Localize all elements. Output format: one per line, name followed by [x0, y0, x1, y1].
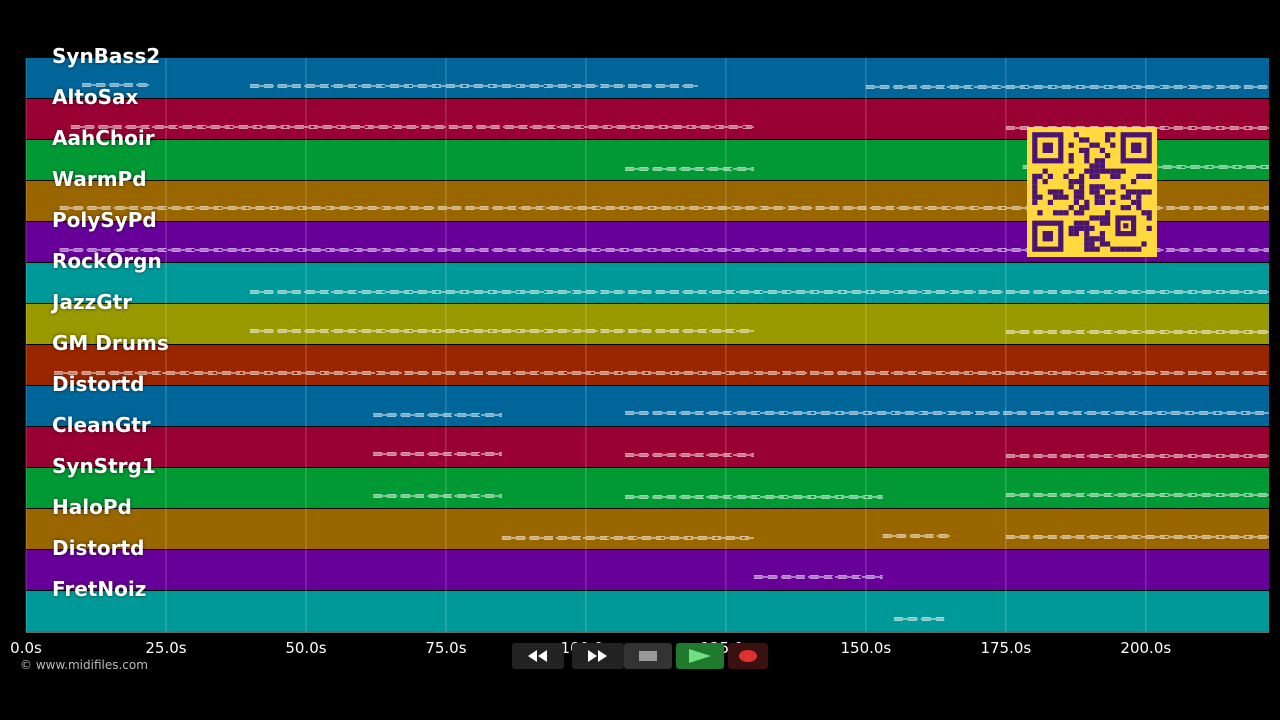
track-label: CleanGtr	[52, 413, 151, 437]
track-label: AahChoir	[52, 126, 155, 150]
track-lane	[26, 427, 1269, 467]
track-label: Distortd	[52, 372, 145, 396]
track-label: GM Drums	[52, 331, 169, 355]
track-label: HaloPd	[52, 495, 132, 519]
fast-forward-button[interactable]	[572, 643, 624, 669]
record-button[interactable]	[728, 643, 768, 669]
track-label: PolySyPd	[52, 208, 157, 232]
play-icon	[689, 649, 711, 663]
track-label: Distortd	[52, 536, 145, 560]
track-lane	[26, 550, 1269, 590]
track-lane	[26, 263, 1269, 303]
record-icon	[739, 650, 757, 662]
time-tick-label: 75.0s	[425, 639, 467, 657]
track-lane	[26, 345, 1269, 385]
time-tick-label: 0.0s	[10, 639, 42, 657]
track-lane	[26, 468, 1269, 508]
time-tick-label: 150.0s	[840, 639, 892, 657]
track-label: JazzGtr	[52, 290, 133, 314]
track-label: WarmPd	[52, 167, 147, 191]
qr-code	[1027, 127, 1157, 257]
time-tick-label: 25.0s	[145, 639, 187, 657]
fast-forward-icon	[588, 650, 607, 662]
track-label: RockOrgn	[52, 249, 162, 273]
rewind-button[interactable]	[512, 643, 564, 669]
track-lane	[26, 509, 1269, 549]
track-label: SynStrg1	[52, 454, 156, 478]
rewind-icon	[528, 650, 547, 662]
copyright-text: © www.midifiles.com	[20, 658, 148, 672]
track-label: SynBass2	[52, 44, 161, 68]
time-tick-label: 200.0s	[1120, 639, 1172, 657]
stop-button[interactable]	[624, 643, 672, 669]
track-label: AltoSax	[52, 85, 139, 109]
track-lane	[26, 591, 1269, 631]
stop-icon	[639, 651, 657, 661]
time-tick-label: 50.0s	[285, 639, 327, 657]
track-label: FretNoiz	[52, 577, 147, 601]
track-lane	[26, 58, 1269, 98]
track-lane	[26, 386, 1269, 426]
time-tick-label: 175.0s	[980, 639, 1032, 657]
play-button[interactable]	[676, 643, 724, 669]
track-lane	[26, 304, 1269, 344]
transport-controls	[510, 643, 770, 669]
